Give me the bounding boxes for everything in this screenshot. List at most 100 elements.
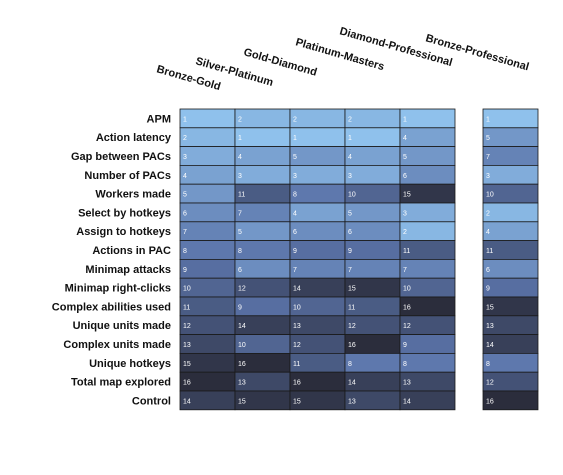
cell-value-label: 4 bbox=[403, 135, 407, 142]
cell-value-label: 12 bbox=[238, 286, 246, 293]
cell-value-label: 6 bbox=[238, 267, 242, 274]
row-label-gap-between-pacs: Gap between PACs bbox=[71, 151, 171, 163]
cell-value-label: 9 bbox=[403, 342, 407, 349]
heatmap-cell bbox=[344, 164, 401, 185]
cell-value-label: 13 bbox=[486, 323, 494, 330]
heatmap-cell bbox=[344, 108, 401, 129]
heatmap-cell bbox=[179, 127, 236, 148]
cell-value-label: 11 bbox=[238, 192, 245, 199]
row-label-select-by-hotkeys: Select by hotkeys bbox=[78, 207, 171, 219]
cell-value-label: 10 bbox=[403, 286, 411, 293]
cell-value-label: 4 bbox=[348, 154, 352, 161]
heatmap-cell bbox=[234, 164, 291, 185]
cell-value-label: 3 bbox=[238, 173, 242, 180]
heatmap-cell bbox=[289, 258, 346, 279]
cell-value-label: 7 bbox=[348, 267, 352, 274]
heatmap-cell bbox=[344, 352, 401, 373]
cell-value-label: 8 bbox=[486, 361, 490, 368]
cell-value-label: 6 bbox=[348, 229, 352, 236]
cell-value-label: 9 bbox=[183, 267, 187, 274]
heatmap-cell bbox=[482, 390, 539, 411]
cell-value-label: 12 bbox=[486, 380, 494, 387]
heatmap-cell bbox=[344, 240, 401, 260]
heatmap-cell bbox=[399, 221, 456, 242]
column-labels: Bronze-GoldSilver-PlatinumGold-DiamondPl… bbox=[155, 25, 530, 93]
cell-value-label: 7 bbox=[486, 154, 490, 161]
heatmap-cell bbox=[289, 221, 346, 242]
cell-value-label: 12 bbox=[348, 323, 356, 330]
cell-value-label: 7 bbox=[293, 267, 297, 274]
cell-value-label: 6 bbox=[293, 229, 297, 236]
cell-value-label: 8 bbox=[238, 248, 242, 255]
cell-value-label: 14 bbox=[293, 286, 301, 293]
heatmap-cell bbox=[344, 127, 401, 148]
cell-value-label: 16 bbox=[238, 361, 246, 368]
cell-value-label: 5 bbox=[293, 154, 297, 161]
heatmap-cell bbox=[482, 258, 539, 279]
heatmap-cell bbox=[234, 240, 291, 260]
heatmap-cell bbox=[234, 296, 291, 317]
heatmap-cell bbox=[482, 127, 539, 148]
heatmap-cell bbox=[234, 221, 291, 242]
cell-value-label: 4 bbox=[293, 210, 297, 217]
heatmap-cell bbox=[179, 183, 236, 204]
heatmap-cell bbox=[399, 146, 456, 166]
heatmap-cells: 1 2 2 2 1 12 1 1 1 4 53 4 5 4 5 74 3 3 3 6 35 11 8 10 15 106 7 4 5 3 2… bbox=[179, 108, 539, 411]
cell-value-label: 2 bbox=[183, 135, 187, 142]
heatmap-cell bbox=[289, 108, 346, 129]
cell-value-label: 14 bbox=[183, 398, 191, 405]
heatmap-cell bbox=[482, 202, 539, 223]
heatmap-cell bbox=[289, 202, 346, 223]
row-labels: APM Action latency Gap between PACs Number … bbox=[52, 113, 172, 407]
cell-value-label: 1 bbox=[293, 135, 297, 142]
cell-value-label: 1 bbox=[403, 116, 407, 123]
cell-value-label: 12 bbox=[403, 323, 411, 330]
cell-value-label: 11 bbox=[293, 361, 300, 368]
cell-value-label: 5 bbox=[183, 192, 187, 199]
row-label-action-latency: Action latency bbox=[96, 132, 172, 144]
row-label-complex-abilities-used: Complex abilities used bbox=[52, 301, 171, 313]
heatmap-cell bbox=[399, 127, 456, 148]
heatmap-cell bbox=[399, 258, 456, 279]
cell-value-label: 9 bbox=[348, 248, 352, 255]
cell-value-label: 8 bbox=[403, 361, 407, 368]
cell-value-label: 3 bbox=[486, 173, 490, 180]
cell-value-label: 14 bbox=[403, 398, 411, 405]
heatmap-cell bbox=[289, 127, 346, 148]
heatmap-cell bbox=[399, 202, 456, 223]
row-label-unique-units-made: Unique units made bbox=[73, 320, 171, 332]
cell-value-label: 16 bbox=[293, 380, 301, 387]
cell-value-label: 7 bbox=[238, 210, 242, 217]
cell-value-label: 13 bbox=[183, 342, 191, 349]
heatmap-cell bbox=[399, 352, 456, 373]
cell-value-label: 10 bbox=[238, 342, 246, 349]
heatmap-cell bbox=[482, 164, 539, 185]
heatmap-cell bbox=[179, 221, 236, 242]
row-label-workers-made: Workers made bbox=[95, 189, 171, 201]
cell-value-label: 4 bbox=[486, 229, 490, 236]
cell-value-label: 15 bbox=[293, 398, 301, 405]
cell-value-label: 11 bbox=[486, 248, 493, 255]
cell-value-label: 8 bbox=[293, 192, 297, 199]
heatmap-cell bbox=[179, 146, 236, 166]
cell-value-label: 13 bbox=[403, 380, 411, 387]
cell-value-label: 13 bbox=[348, 398, 356, 405]
cell-value-label: 12 bbox=[293, 342, 301, 349]
cell-value-label: 1 bbox=[238, 135, 242, 142]
cell-value-label: 3 bbox=[293, 173, 297, 180]
cell-value-label: 4 bbox=[183, 173, 187, 180]
cell-value-label: 5 bbox=[348, 210, 352, 217]
row-label-complex-units-made: Complex units made bbox=[63, 339, 171, 351]
heatmap-cell bbox=[179, 164, 236, 185]
cell-value-label: 10 bbox=[486, 192, 494, 199]
cell-value-label: 3 bbox=[183, 154, 187, 161]
cell-value-label: 2 bbox=[486, 210, 490, 217]
cell-value-label: 6 bbox=[183, 210, 187, 217]
heatmap-cell bbox=[289, 164, 346, 185]
cell-value-label: 13 bbox=[238, 380, 246, 387]
cell-value-label: 14 bbox=[486, 342, 494, 349]
cell-value-label: 5 bbox=[486, 135, 490, 142]
cell-value-label: 2 bbox=[403, 229, 407, 236]
heatmap-cell bbox=[482, 108, 539, 129]
heatmap-cell bbox=[289, 183, 346, 204]
